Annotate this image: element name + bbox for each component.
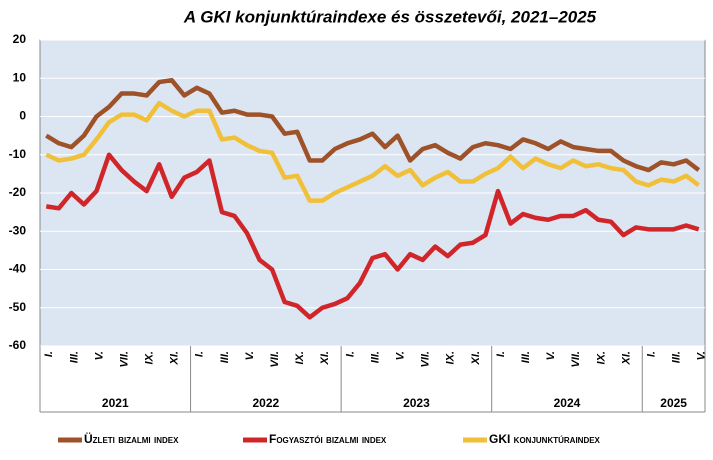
series-line bbox=[45, 77, 701, 173]
x-tick-label: V. bbox=[395, 351, 407, 360]
x-tick-label: III. bbox=[68, 351, 80, 363]
x-tick-label: VII. bbox=[420, 351, 432, 368]
x-tick-label: III. bbox=[520, 351, 532, 363]
x-tick-label: XI. bbox=[169, 351, 181, 365]
y-tick-label: 10 bbox=[13, 70, 27, 84]
x-tick-label: V. bbox=[545, 351, 557, 360]
year-label: 2021 bbox=[102, 396, 129, 410]
x-tick-label: IX. bbox=[144, 351, 156, 364]
chart-title: A GKI konjunktúraindexe és összetevői, 2… bbox=[183, 7, 597, 26]
x-tick-label: XI. bbox=[319, 351, 331, 365]
series-line bbox=[45, 100, 701, 203]
year-label: 2024 bbox=[554, 396, 581, 410]
legend-label: Fogyasztói bizalmi index bbox=[269, 432, 387, 446]
x-tick-label: III. bbox=[671, 351, 683, 363]
year-label: 2023 bbox=[403, 396, 430, 410]
x-tick-label: IX. bbox=[294, 351, 306, 364]
y-tick-label: -20 bbox=[9, 185, 27, 199]
y-tick-label: 20 bbox=[13, 32, 27, 46]
y-tick-label: 0 bbox=[19, 109, 26, 123]
legend-label: Üzleti bizalmi index bbox=[84, 431, 179, 446]
y-tick-label: -30 bbox=[9, 223, 27, 237]
x-tick-label: XI. bbox=[620, 351, 632, 365]
x-tick-label: III. bbox=[219, 351, 231, 363]
series-line bbox=[45, 152, 700, 320]
y-tick-label: -60 bbox=[9, 338, 27, 352]
x-tick-label: I. bbox=[43, 351, 55, 357]
y-tick-label: -40 bbox=[9, 262, 27, 276]
y-tick-label: -10 bbox=[9, 147, 27, 161]
x-tick-label: III. bbox=[369, 351, 381, 363]
x-tick-label: I. bbox=[645, 351, 657, 357]
x-tick-label: VII. bbox=[269, 351, 281, 368]
x-tick-label: IX. bbox=[595, 351, 607, 364]
x-tick-label: IX. bbox=[445, 351, 457, 364]
year-label: 2022 bbox=[252, 396, 279, 410]
x-tick-label: VII. bbox=[118, 351, 130, 368]
x-tick-label: I. bbox=[194, 351, 206, 357]
legend-label: GKI konjunktúraindex bbox=[489, 432, 601, 446]
y-tick-label: -50 bbox=[9, 300, 27, 314]
x-tick-label: V. bbox=[93, 351, 105, 360]
x-tick-label: XI. bbox=[470, 351, 482, 365]
x-tick-label: VII. bbox=[570, 351, 582, 368]
x-tick-label: I. bbox=[344, 351, 356, 357]
x-tick-label: V. bbox=[696, 351, 708, 360]
year-label: 2025 bbox=[660, 396, 687, 410]
x-tick-label: I. bbox=[495, 351, 507, 357]
x-tick-label: V. bbox=[244, 351, 256, 360]
